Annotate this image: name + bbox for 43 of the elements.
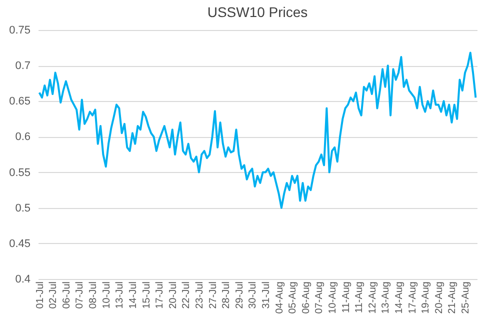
x-tick-label: 15-Jul — [141, 282, 152, 309]
x-tick-label: 20-Aug — [434, 282, 445, 314]
y-tick-label: 0.45 — [9, 238, 30, 250]
x-tick-label: 02-Jul — [48, 282, 60, 309]
x-tick-label: 30-Jul — [248, 282, 259, 309]
x-tick-label: 01-Jul — [34, 282, 46, 309]
x-tick-label: 13-Jul — [114, 282, 126, 309]
x-tick-label: 14-Jul — [128, 282, 139, 309]
x-tick-label: 19-Aug — [420, 282, 432, 314]
x-tick-label: 22-Jul — [181, 282, 192, 309]
x-tick-label: 27-Jul — [208, 282, 219, 309]
x-tick-label: 05-Aug — [288, 282, 299, 314]
x-tick-label: 13-Aug — [380, 282, 392, 314]
x-tick-label: 06-Jul — [61, 282, 72, 309]
x-tick-label: 20-Jul — [168, 282, 179, 309]
chart-title: USSW10 Prices — [207, 4, 308, 20]
x-tick-label: 06-Aug — [300, 282, 312, 314]
y-tick-label: 0.5 — [15, 202, 30, 214]
x-tick-label: 29-Jul — [234, 282, 246, 309]
y-tick-label: 0.55 — [9, 166, 30, 179]
x-tick-label: 21-Aug — [447, 282, 458, 314]
x-tick-label: 23-Jul — [194, 282, 206, 309]
x-tick-label: 07-Jul — [74, 282, 86, 309]
x-tick-label: 25-Aug — [460, 282, 472, 314]
x-tick-label: 28-Jul — [221, 282, 232, 309]
x-tick-label: 04-Aug — [274, 282, 286, 314]
x-tick-label: 07-Aug — [314, 282, 326, 314]
x-tick-label: 14-Aug — [394, 282, 406, 314]
x-tick-label: 10-Aug — [327, 282, 338, 314]
y-tick-label: 0.4 — [15, 274, 30, 286]
x-tick-label: 08-Jul — [88, 282, 100, 309]
y-tick-label: 0.75 — [9, 24, 30, 36]
y-tick-label: 0.65 — [9, 96, 30, 108]
x-tick-label: 11-Aug — [354, 282, 366, 314]
x-tick-label: 12-Aug — [367, 282, 378, 314]
x-tick-label: 31-Jul — [260, 282, 272, 309]
x-tick-label: 11-Aug — [340, 282, 352, 314]
y-tick-label: 0.7 — [15, 60, 30, 72]
x-tick-label: 17-Aug — [407, 282, 418, 314]
line-series — [38, 52, 477, 209]
x-tick-label: 10-Jul — [101, 282, 112, 309]
x-tick-label: 17-Jul — [154, 282, 166, 309]
y-tick-label: 0.6 — [15, 131, 30, 144]
